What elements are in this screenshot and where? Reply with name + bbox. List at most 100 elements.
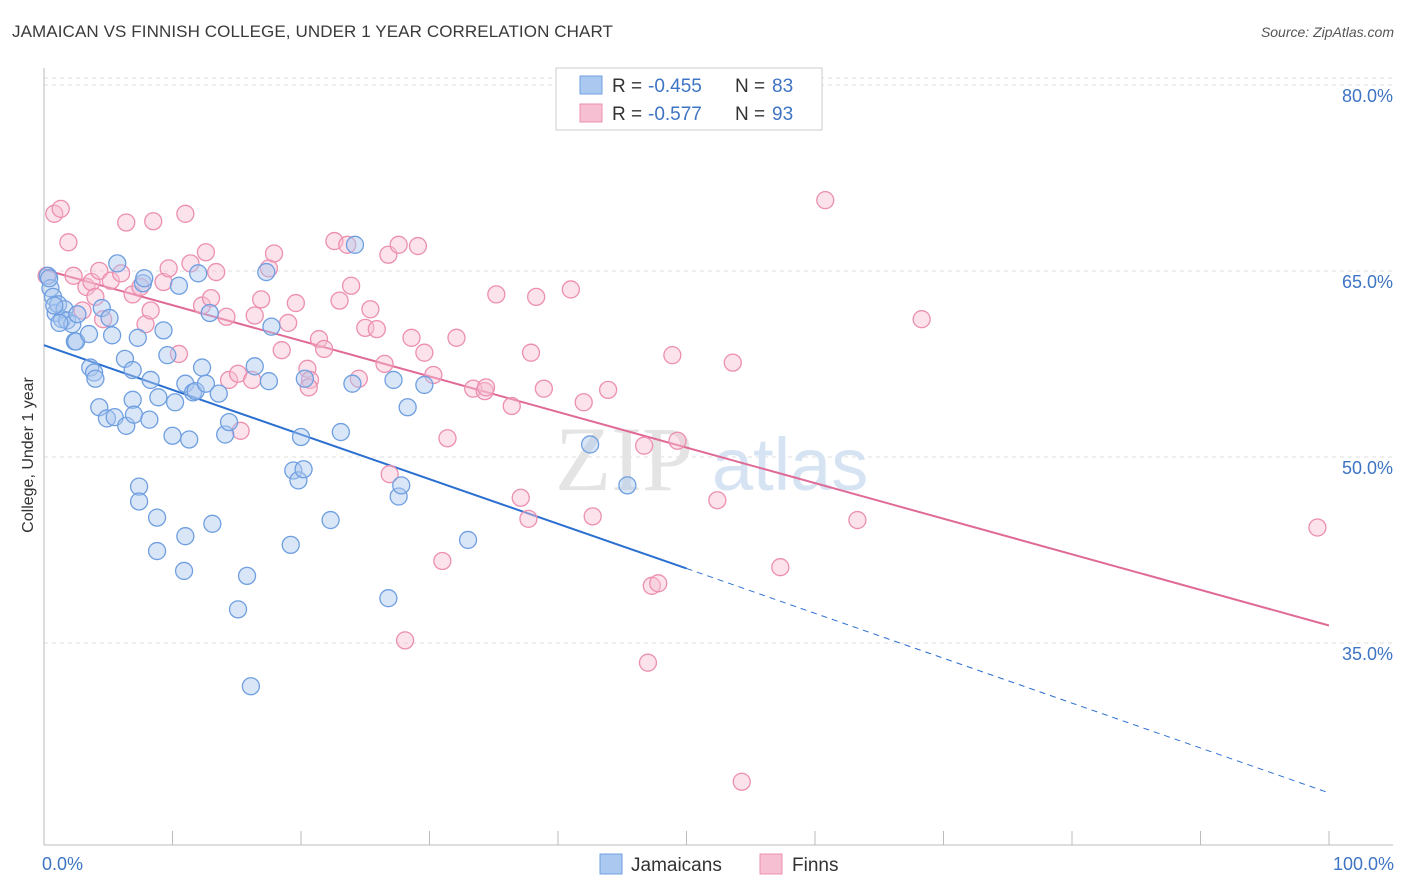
finns-point <box>438 429 457 448</box>
jamaicans-point <box>219 412 239 432</box>
finns-point <box>111 264 131 283</box>
finns-point <box>219 370 239 390</box>
finns-point <box>521 343 541 362</box>
jamaicans-point <box>102 326 122 345</box>
jamaicans-point <box>154 321 173 340</box>
finns-point <box>447 328 466 347</box>
finns-point <box>771 558 790 577</box>
jamaicans-point <box>289 471 308 490</box>
jamaicans-point <box>294 460 313 479</box>
finns-point <box>217 307 236 326</box>
finns-swatch <box>579 103 603 123</box>
grid-lines <box>44 77 1393 644</box>
legend-jamaicans-swatch <box>599 853 623 875</box>
y-axis-title: College, Under 1 year <box>20 377 37 533</box>
x-ticks <box>43 831 1330 845</box>
jamaicans-point <box>123 360 142 380</box>
finns-point <box>272 341 291 360</box>
finns-trend-line <box>43 268 1330 627</box>
jamaicans-point <box>39 269 59 288</box>
jamaicans-point <box>97 409 117 428</box>
finns-point <box>402 328 421 347</box>
finns-point <box>519 509 538 528</box>
jamaicans-point <box>331 422 350 442</box>
jamaicans-point <box>237 566 257 586</box>
jamaicans-point <box>45 296 64 315</box>
jamaicans-point <box>203 514 222 533</box>
jamaicans-point <box>149 388 168 407</box>
finns-point <box>433 551 452 571</box>
jamaicans-point <box>123 390 142 409</box>
jamaicans-point <box>295 369 315 388</box>
finns-point <box>144 212 163 231</box>
finns-point <box>101 271 120 290</box>
jamaicans-r-label: R = <box>612 76 642 97</box>
jamaicans-point <box>618 476 637 495</box>
jamaicans-point <box>379 589 398 608</box>
jamaicans-point <box>124 405 144 424</box>
finns-point <box>196 243 216 262</box>
finns-point <box>732 772 751 791</box>
finns-point <box>708 491 727 510</box>
jamaicans-point <box>458 530 478 550</box>
jamaicans-point <box>415 375 434 395</box>
finns-point <box>663 346 682 365</box>
jamaicans-point <box>186 381 205 401</box>
finns-point <box>90 261 109 280</box>
jamaicans-point <box>241 677 261 696</box>
finns-n-label: N = <box>735 104 765 125</box>
jamaicans-point <box>147 508 167 527</box>
y-tick-label-35: 35.0% <box>1342 644 1393 664</box>
jamaicans-trend-line-extension <box>686 567 1330 794</box>
jamaicans-point <box>192 358 212 377</box>
finns-point <box>286 293 306 313</box>
jamaicans-point <box>209 384 228 403</box>
jamaicans-point <box>129 492 149 511</box>
finns-point <box>264 244 284 263</box>
jamaicans-point <box>79 324 99 344</box>
finns-point <box>723 353 742 372</box>
jamaicans-n-value: 83 <box>772 76 793 97</box>
jamaicans-point <box>580 435 600 454</box>
finns-point <box>380 465 399 484</box>
jamaicans-point <box>140 410 159 429</box>
finns-point <box>816 191 835 210</box>
jamaicans-point <box>228 600 248 619</box>
jamaicans-point <box>92 298 111 318</box>
jamaicans-point <box>343 374 362 393</box>
jamaicans-point <box>158 346 177 365</box>
finns-point <box>207 262 226 282</box>
finns-point <box>534 379 554 398</box>
stats-legend: R = -0.455 N = 83 R = -0.577 N = 93 <box>555 67 823 131</box>
finns-point <box>201 288 221 308</box>
jamaicans-point <box>165 393 185 412</box>
jamaicans-point <box>259 372 279 391</box>
finns-point <box>51 199 70 218</box>
finns-point <box>176 204 195 223</box>
finns-point <box>341 276 361 295</box>
jamaicans-point <box>174 561 194 581</box>
finns-point <box>415 343 434 362</box>
jamaicans-point <box>384 370 403 390</box>
finns-r-label: R = <box>612 104 642 125</box>
finns-point <box>848 510 867 530</box>
finns-point <box>299 378 318 397</box>
jamaicans-point <box>135 269 154 288</box>
jamaicans-point <box>84 363 104 382</box>
finns-point <box>245 306 264 325</box>
jamaicans-point <box>100 308 119 328</box>
trend-lines <box>43 268 1330 794</box>
jamaicans-point <box>398 398 417 417</box>
jamaicans-point <box>196 374 216 393</box>
finns-r-value: -0.577 <box>648 104 702 125</box>
jamaicans-point <box>257 262 276 282</box>
finns-point <box>395 631 415 650</box>
finns-point <box>278 313 298 333</box>
jamaicans-point <box>129 477 149 496</box>
finns-point <box>330 291 349 310</box>
finns-point <box>181 254 200 273</box>
finns-point <box>86 287 105 307</box>
finns-point <box>583 507 602 526</box>
finns-point <box>59 233 78 252</box>
